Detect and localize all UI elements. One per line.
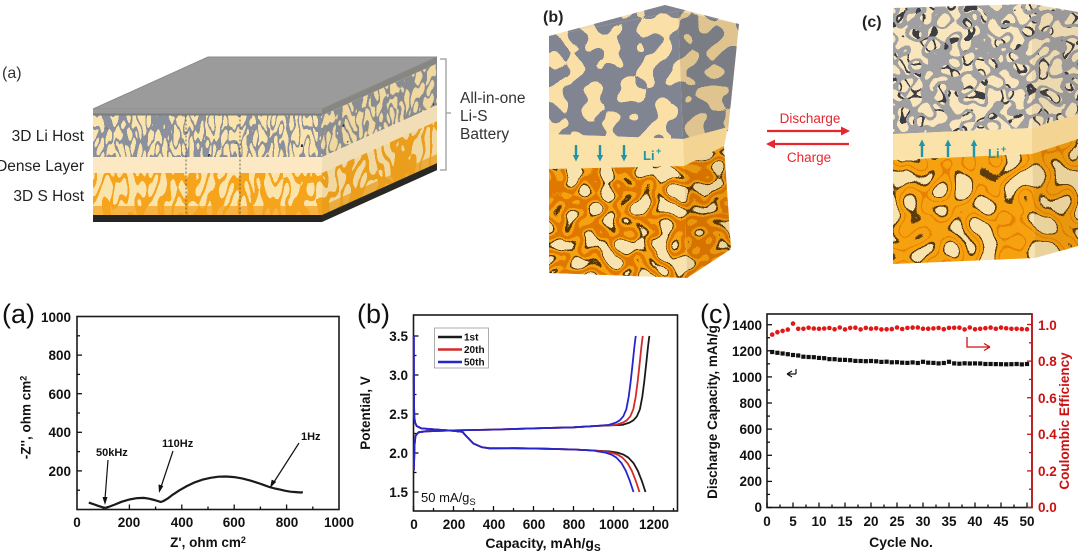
- svg-text:800: 800: [563, 517, 586, 532]
- svg-text:1000: 1000: [599, 517, 629, 532]
- svg-text:-Z'', ohm cm2: -Z'', ohm cm2: [19, 376, 34, 459]
- svg-text:2.5: 2.5: [389, 407, 408, 422]
- svg-text:+: +: [656, 146, 661, 156]
- svg-text:40: 40: [967, 514, 982, 529]
- svg-text:1Hz: 1Hz: [301, 431, 321, 443]
- svg-text:200: 200: [443, 517, 466, 532]
- svg-text:Coulombic Efficiency: Coulombic Efficiency: [1057, 352, 1072, 490]
- svg-text:20: 20: [863, 514, 878, 529]
- svg-text:Li: Li: [988, 146, 1000, 161]
- svg-text:20th: 20th: [464, 345, 485, 356]
- svg-text:50kHz: 50kHz: [96, 447, 128, 459]
- svg-text:15: 15: [837, 514, 853, 529]
- svg-text:0: 0: [73, 515, 81, 530]
- svg-text:800: 800: [276, 515, 299, 530]
- svg-text:3.5: 3.5: [389, 329, 408, 344]
- svg-text:2.0: 2.0: [389, 446, 408, 461]
- svg-text:1.5: 1.5: [389, 485, 408, 500]
- svg-text:400: 400: [739, 448, 762, 463]
- svg-text:(c): (c): [862, 14, 882, 31]
- svg-text:25: 25: [889, 514, 905, 529]
- svg-text:1000: 1000: [732, 370, 762, 385]
- svg-text:0.0: 0.0: [1038, 500, 1057, 515]
- svg-text:Z', ohm cm2: Z', ohm cm2: [170, 535, 246, 550]
- svg-text:800: 800: [739, 396, 762, 411]
- svg-text:(a): (a): [2, 65, 22, 82]
- svg-text:Discharge: Discharge: [780, 111, 841, 126]
- svg-text:1200: 1200: [732, 344, 762, 359]
- svg-text:0: 0: [410, 517, 418, 532]
- svg-text:50th: 50th: [464, 358, 485, 369]
- svg-text:3D Li Host: 3D Li Host: [12, 128, 85, 145]
- svg-text:10: 10: [811, 514, 826, 529]
- svg-text:0: 0: [754, 500, 762, 515]
- svg-text:30: 30: [915, 514, 930, 529]
- svg-text:400: 400: [483, 517, 506, 532]
- svg-text:50 mA/gS: 50 mA/gS: [421, 490, 476, 508]
- svg-text:Battery: Battery: [460, 126, 509, 143]
- svg-text:1000: 1000: [324, 515, 354, 530]
- svg-text:200: 200: [48, 464, 71, 479]
- svg-text:600: 600: [223, 515, 246, 530]
- svg-text:Cycle No.: Cycle No.: [869, 534, 933, 550]
- svg-text:35: 35: [941, 514, 957, 529]
- svg-text:(b): (b): [543, 9, 563, 26]
- svg-text:0: 0: [763, 514, 771, 529]
- svg-text:110Hz: 110Hz: [162, 438, 194, 450]
- svg-text:1200: 1200: [639, 517, 669, 532]
- svg-text:1st: 1st: [464, 333, 479, 344]
- svg-text:Li: Li: [643, 148, 655, 163]
- svg-text:Dense Layer: Dense Layer: [0, 158, 84, 175]
- svg-text:400: 400: [48, 425, 71, 440]
- svg-text:1000: 1000: [41, 310, 71, 325]
- svg-text:(c): (c): [700, 299, 731, 329]
- svg-text:3D S Host: 3D S Host: [13, 188, 84, 205]
- svg-text:0.2: 0.2: [1038, 464, 1057, 479]
- svg-text:45: 45: [993, 514, 1009, 529]
- svg-text:Li-S: Li-S: [460, 108, 488, 125]
- svg-text:600: 600: [739, 422, 762, 437]
- svg-text:5: 5: [789, 514, 797, 529]
- svg-text:400: 400: [171, 515, 194, 530]
- svg-text:800: 800: [48, 348, 71, 363]
- svg-text:All-in-one: All-in-one: [460, 90, 525, 107]
- svg-text:200: 200: [118, 515, 141, 530]
- svg-text:(a): (a): [2, 299, 35, 329]
- svg-text:600: 600: [48, 387, 71, 402]
- svg-text:0.4: 0.4: [1038, 427, 1057, 442]
- svg-text:0.8: 0.8: [1038, 354, 1057, 369]
- svg-text:3.0: 3.0: [389, 368, 408, 383]
- svg-text:1.0: 1.0: [1038, 318, 1057, 333]
- svg-text:0.6: 0.6: [1038, 391, 1057, 406]
- svg-text:Capacity, mAh/gS: Capacity, mAh/gS: [485, 535, 601, 554]
- svg-text:600: 600: [523, 517, 546, 532]
- svg-text:+: +: [1001, 144, 1006, 154]
- svg-text:50: 50: [1019, 514, 1034, 529]
- svg-text:Charge: Charge: [787, 150, 831, 165]
- svg-text:Discharge Capacity, mAh/g: Discharge Capacity, mAh/g: [705, 325, 720, 499]
- svg-text:(b): (b): [357, 299, 390, 329]
- svg-text:200: 200: [739, 474, 762, 489]
- svg-text:Potential, V: Potential, V: [358, 376, 373, 450]
- svg-text:1400: 1400: [732, 318, 762, 333]
